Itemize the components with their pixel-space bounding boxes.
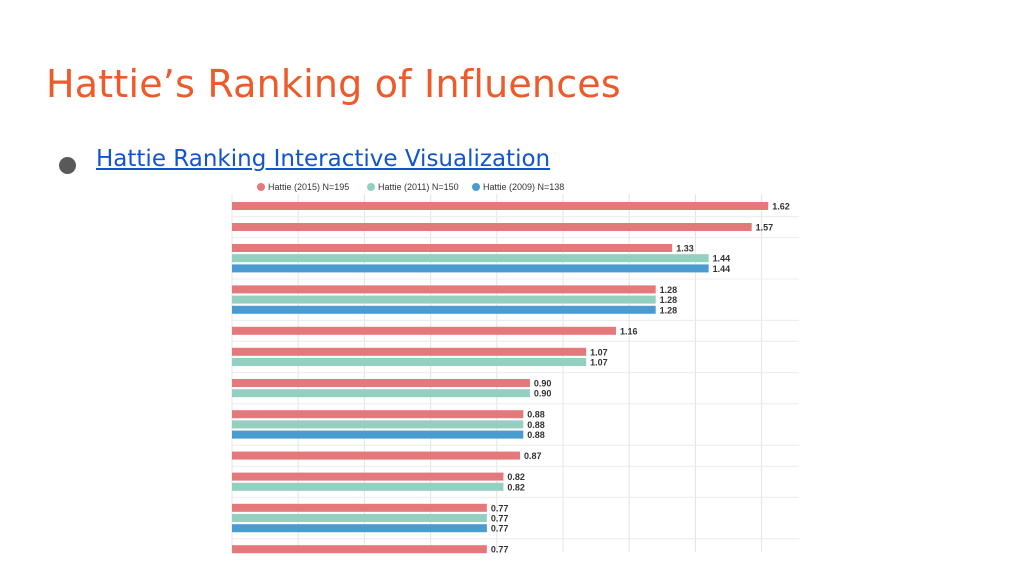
bullet-dot: [59, 157, 76, 174]
legend-label: Hattie (2009) N=138: [483, 182, 564, 192]
bar-value-label: 0.88: [527, 410, 545, 420]
hattie-bar-chart: Hattie (2015) N=195 Hattie (2011) N=150 Ha…: [231, 182, 799, 555]
bar-12-series-1: [232, 545, 487, 554]
bar-value-label: 0.77: [491, 503, 509, 513]
bar-value-label: 1.33: [676, 244, 694, 254]
bar-value-label: 1.57: [756, 223, 774, 233]
bar-9-series-1: [232, 451, 520, 460]
legend-label: Hattie (2011) N=150: [378, 182, 459, 192]
bar-value-label: 1.44: [713, 264, 731, 274]
bar-value-label: 0.82: [507, 482, 525, 492]
bar-value-label: 0.90: [534, 379, 552, 389]
bar-8-series-1: [232, 410, 524, 419]
bar-2-series-1: [232, 223, 752, 231]
bar-value-label: 1.07: [590, 358, 608, 368]
bar-value-label: 1.44: [713, 254, 731, 264]
bar-8-series-3: [232, 430, 524, 439]
chart-bars: 1.621.571.331.441.441.281.281.281.161.07…: [232, 202, 790, 555]
chart-grid: [231, 194, 799, 552]
legend-marker: [367, 183, 375, 191]
bar-4-series-3: [232, 305, 656, 314]
bar-5-series-1: [232, 326, 616, 335]
bar-value-label: 0.77: [491, 545, 509, 555]
bar-3-series-3: [232, 264, 709, 273]
bar-value-label: 0.88: [527, 420, 545, 430]
hattie-visualization-link[interactable]: Hattie Ranking Interactive Visualization: [96, 146, 551, 172]
bar-value-label: 0.77: [491, 524, 509, 534]
bar-value-label: 0.90: [534, 389, 552, 399]
bar-11-series-3: [232, 524, 487, 533]
bar-4-series-1: [232, 285, 656, 294]
bar-value-label: 1.28: [660, 285, 678, 295]
bar-11-series-2: [232, 514, 487, 522]
legend-marker: [472, 183, 480, 191]
slide-title: Hattie’s Ranking of Influences: [46, 62, 621, 106]
bar-7-series-1: [232, 379, 530, 387]
bar-value-label: 0.88: [527, 430, 545, 440]
bar-1-series-1: [232, 202, 769, 210]
bar-11-series-1: [232, 503, 487, 512]
bar-value-label: 0.77: [491, 514, 509, 524]
bar-3-series-1: [232, 244, 673, 252]
bar-value-label: 1.28: [660, 305, 678, 315]
bar-value-label: 1.07: [590, 347, 608, 357]
bar-value-label: 1.62: [772, 202, 790, 212]
bar-8-series-2: [232, 420, 524, 429]
chart-legend: Hattie (2015) N=195 Hattie (2011) N=150 Ha…: [257, 182, 564, 192]
legend-label: Hattie (2015) N=195: [268, 182, 349, 192]
bar-10-series-2: [232, 482, 504, 491]
bar-3-series-2: [232, 254, 709, 263]
bar-6-series-1: [232, 347, 587, 356]
bar-value-label: 0.82: [507, 472, 525, 482]
bar-6-series-2: [232, 358, 587, 366]
bar-value-label: 1.16: [620, 326, 638, 336]
legend-marker: [257, 183, 265, 191]
bar-4-series-2: [232, 295, 656, 304]
bar-value-label: 0.87: [524, 451, 542, 461]
bar-7-series-2: [232, 389, 530, 398]
bar-value-label: 1.28: [660, 295, 678, 305]
bar-10-series-1: [232, 472, 504, 481]
